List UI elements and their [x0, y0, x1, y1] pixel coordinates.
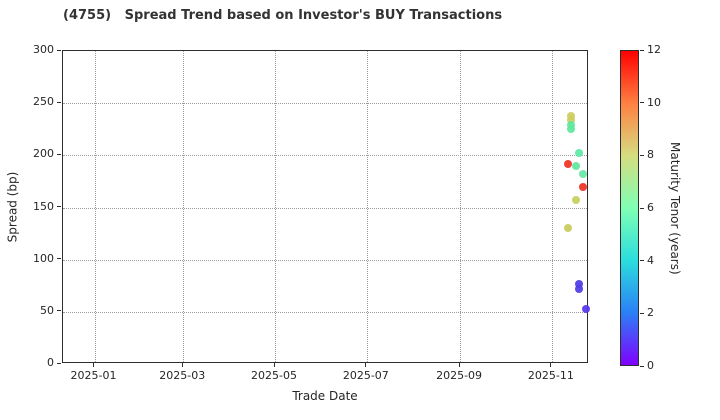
data-point	[574, 284, 583, 293]
colorbar-tick-label: 4	[647, 253, 654, 267]
data-point	[564, 159, 573, 168]
data-point	[571, 196, 580, 205]
data-point	[567, 115, 576, 124]
data-point	[574, 279, 583, 288]
x-tick-mark	[93, 363, 94, 367]
x-tick-label: 2025-03	[159, 369, 206, 382]
h-gridline	[63, 207, 587, 209]
y-tick-label: 250	[33, 95, 54, 109]
data-point	[564, 224, 573, 233]
colorbar-tick-mark	[640, 365, 644, 367]
y-tick-label: 100	[33, 251, 54, 265]
colorbar	[620, 50, 639, 366]
x-tick-mark	[181, 363, 183, 367]
h-gridline	[63, 311, 587, 313]
v-gridline	[275, 51, 277, 362]
x-axis-label: Trade Date	[292, 389, 358, 403]
data-point	[567, 111, 576, 120]
y-tick-mark	[57, 206, 61, 207]
y-tick-mark	[57, 101, 61, 103]
y-axis-label: Spread (bp)	[4, 50, 20, 363]
x-tick-mark	[458, 363, 460, 367]
y-tick-mark	[57, 310, 61, 312]
v-gridline	[551, 51, 553, 362]
data-point	[579, 182, 588, 191]
x-tick-label: 2025-11	[527, 369, 574, 382]
h-gridline	[63, 259, 587, 261]
data-point	[567, 125, 576, 134]
x-tick-mark	[550, 363, 552, 367]
y-tick-mark	[57, 153, 61, 155]
colorbar-tick-mark	[640, 154, 644, 156]
y-tick-mark	[57, 258, 61, 260]
data-point	[579, 170, 588, 179]
x-tick-label: 2025-09	[436, 369, 483, 382]
y-tick-label: 300	[33, 43, 54, 56]
colorbar-tick-label: 12	[647, 43, 661, 56]
h-gridline	[63, 155, 587, 157]
colorbar-tick-label: 6	[647, 201, 654, 214]
y-tick-label: 50	[40, 303, 54, 317]
colorbar-tick-label: 10	[647, 95, 661, 109]
colorbar-tick-label: 2	[647, 306, 654, 320]
colorbar-tick-label: 8	[647, 148, 654, 162]
x-tick-mark	[365, 363, 367, 367]
data-point	[574, 149, 583, 158]
x-tick-mark	[273, 363, 275, 367]
plot-area	[62, 50, 591, 363]
colorbar-gradient	[621, 51, 638, 365]
y-axis-label-text: Spread (bp)	[5, 171, 20, 242]
colorbar-label-text: Maturity Tenor (years)	[668, 141, 682, 275]
data-point	[582, 304, 591, 313]
colorbar-tick-mark	[640, 49, 644, 51]
x-tick-label: 2025-07	[342, 369, 389, 382]
v-gridline	[366, 51, 368, 362]
x-tick-label: 2025-01	[70, 369, 117, 382]
h-gridline	[63, 103, 587, 105]
y-tick-mark	[57, 362, 61, 364]
v-gridline	[94, 51, 96, 362]
colorbar-label: Maturity Tenor (years)	[666, 50, 684, 366]
colorbar-tick-label: 0	[647, 359, 654, 372]
y-tick-mark	[57, 49, 61, 51]
y-tick-label: 0	[47, 356, 54, 369]
colorbar-tick-mark	[640, 102, 644, 104]
data-point	[567, 121, 576, 130]
colorbar-tick-mark	[640, 260, 644, 262]
y-tick-label: 200	[33, 147, 54, 161]
colorbar-tick-mark	[640, 312, 644, 314]
chart-title: (4755) Spread Trend based on Investor's …	[63, 8, 503, 23]
data-point	[571, 161, 580, 170]
y-tick-label: 150	[33, 199, 54, 213]
x-tick-label: 2025-05	[251, 369, 298, 382]
v-gridline	[183, 51, 185, 362]
colorbar-tick-mark	[640, 207, 644, 209]
v-gridline	[460, 51, 462, 362]
